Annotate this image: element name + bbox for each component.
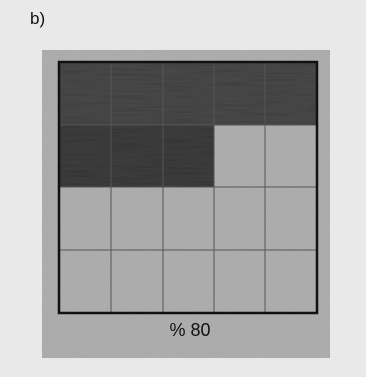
exercise-label: b): [30, 9, 45, 28]
caption: % 80: [169, 320, 210, 340]
page: {"label": "b)", "caption": "% 80"} b): [0, 0, 366, 377]
worksheet-photo: b) % 80: [0, 0, 366, 377]
